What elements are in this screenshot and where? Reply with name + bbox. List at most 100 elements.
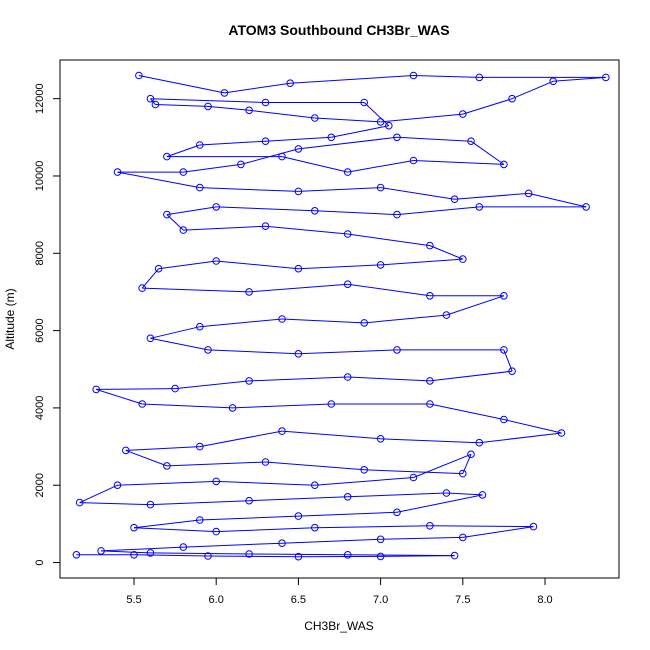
data-point xyxy=(245,550,253,558)
data-point xyxy=(343,551,352,559)
series-line-segment xyxy=(298,187,381,192)
series-line-segment xyxy=(216,480,315,486)
data-point xyxy=(426,522,434,530)
series-line-segment xyxy=(290,75,414,84)
data-point xyxy=(278,427,286,435)
series-line-segment xyxy=(207,555,299,558)
data-point xyxy=(97,547,105,555)
data-point xyxy=(442,311,451,319)
data-point xyxy=(376,552,385,561)
y-tick-label: 8000 xyxy=(34,241,46,265)
data-point xyxy=(146,334,155,343)
series-line-segment xyxy=(155,104,209,107)
series-line-segment xyxy=(454,192,529,200)
data-point xyxy=(376,118,385,126)
data-point xyxy=(327,133,336,142)
data-point xyxy=(196,516,204,524)
series-line-segment xyxy=(96,388,176,390)
series-line-segment xyxy=(413,160,504,165)
data-point xyxy=(467,137,475,145)
series-line-segment xyxy=(175,380,250,390)
series-line-segment xyxy=(117,171,200,189)
series-line-segment xyxy=(199,515,299,521)
data-point xyxy=(393,210,401,219)
data-point xyxy=(212,527,220,536)
data-point xyxy=(294,187,303,196)
data-point xyxy=(212,203,220,211)
series-line-segment xyxy=(281,430,381,440)
data-point xyxy=(376,183,385,192)
series-line-segment xyxy=(429,403,505,420)
series-line-segment xyxy=(314,477,414,486)
data-point xyxy=(311,114,319,122)
data-point xyxy=(294,512,303,520)
data-point xyxy=(204,552,212,560)
series-line-segment xyxy=(479,432,562,444)
data-point xyxy=(602,73,610,82)
series-line-segment xyxy=(150,500,250,506)
series-line-segment xyxy=(298,511,398,517)
data-point xyxy=(426,292,434,300)
series-line-segment xyxy=(380,113,463,123)
series-line-segment xyxy=(232,403,332,409)
data-point xyxy=(294,552,303,561)
data-point xyxy=(261,98,270,107)
data-point xyxy=(409,71,418,80)
series-line-segment xyxy=(380,555,455,557)
data-point xyxy=(478,491,487,499)
data-point xyxy=(393,133,401,142)
data-point xyxy=(393,346,401,354)
data-point xyxy=(376,535,385,544)
data-point xyxy=(245,106,253,115)
data-point xyxy=(426,241,434,250)
series-line-segment xyxy=(207,105,250,111)
data-point xyxy=(138,284,146,292)
series-line-segment xyxy=(166,461,266,467)
series-line-segment xyxy=(364,469,463,475)
series-line-segment xyxy=(314,525,430,529)
series-line-segment xyxy=(249,109,315,119)
y-tick-label: 6000 xyxy=(34,318,46,342)
data-point xyxy=(500,415,508,424)
series-line-segment xyxy=(142,403,233,409)
x-tick-label: 8.0 xyxy=(537,594,552,606)
series-line-segment xyxy=(240,148,299,165)
y-tick-label: 4000 xyxy=(34,396,46,420)
data-point xyxy=(228,404,237,412)
data-point xyxy=(582,203,590,211)
data-point xyxy=(459,110,467,118)
series-line-segment xyxy=(150,98,266,103)
data-point xyxy=(261,137,270,145)
data-point xyxy=(529,522,538,531)
series-line-segment xyxy=(528,192,587,208)
data-point xyxy=(151,100,160,109)
data-point xyxy=(278,315,286,323)
series-line-segment xyxy=(199,140,266,146)
data-point xyxy=(343,280,352,289)
data-point xyxy=(171,384,179,393)
data-point xyxy=(113,481,122,490)
data-point xyxy=(343,168,352,176)
series-line-segment xyxy=(314,117,381,123)
series-line-segment xyxy=(396,206,480,216)
data-point xyxy=(360,98,369,107)
data-point xyxy=(343,230,352,238)
data-point xyxy=(146,549,155,557)
x-tick-label: 6.0 xyxy=(209,594,224,606)
data-point xyxy=(196,183,204,192)
series-line-segment xyxy=(380,536,463,540)
data-point xyxy=(179,543,188,551)
series-line-segment xyxy=(138,75,225,94)
series-line-segment xyxy=(265,136,332,142)
data-point xyxy=(393,508,401,517)
series-line-segment xyxy=(364,314,447,324)
data-point xyxy=(286,79,295,87)
series-line-segment xyxy=(396,136,472,142)
data-point xyxy=(278,152,286,161)
y-axis: 0 2000 4000 6000 8000 10000 12000 xyxy=(34,83,61,566)
data-point xyxy=(475,203,484,211)
data-point xyxy=(475,438,484,447)
series-line-segment xyxy=(207,349,299,355)
data-point xyxy=(459,255,467,263)
data-point xyxy=(467,450,475,459)
